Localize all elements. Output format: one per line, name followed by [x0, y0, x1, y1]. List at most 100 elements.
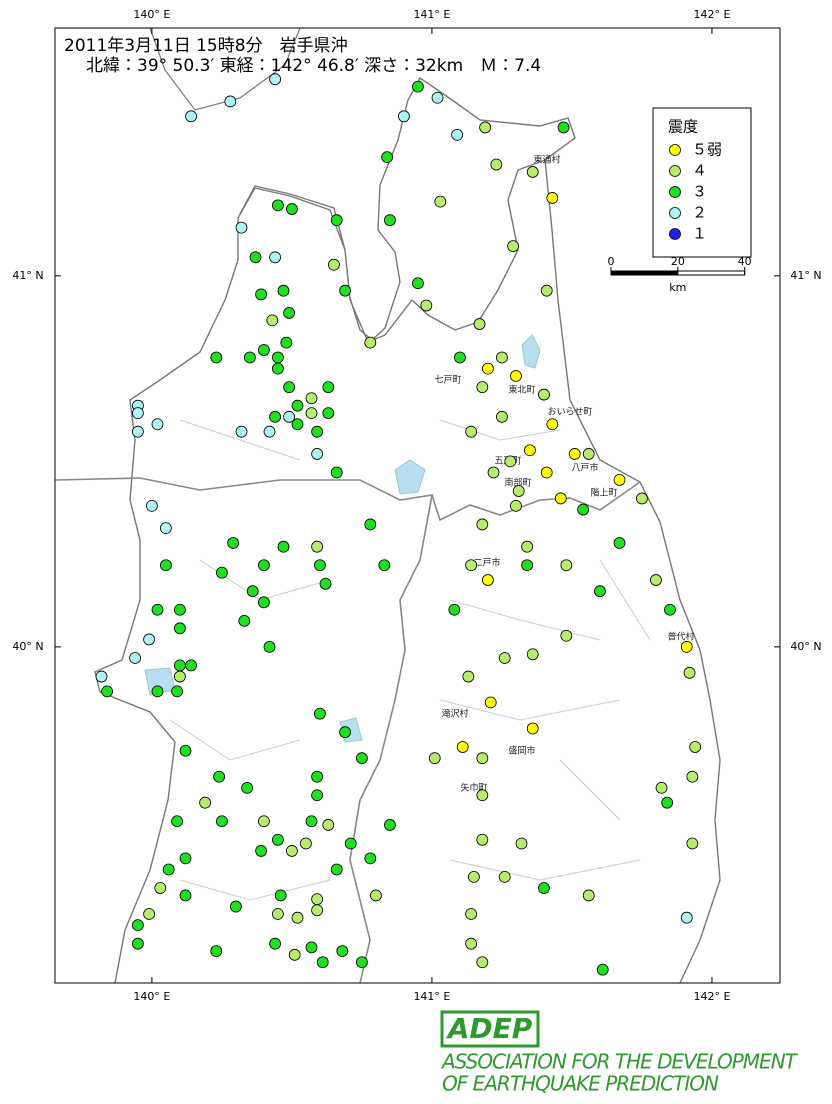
legend-title: 震度: [668, 118, 698, 136]
station: [465, 425, 478, 438]
station: [560, 559, 573, 572]
station: [664, 603, 676, 616]
station: [131, 425, 144, 438]
station: [476, 381, 489, 394]
station: [305, 392, 318, 405]
station: [328, 258, 340, 271]
station: [311, 448, 324, 460]
station: [655, 781, 668, 794]
station: [526, 722, 539, 735]
scale-label: 0: [608, 255, 615, 268]
town-label: 盛岡市: [508, 745, 535, 757]
station: [159, 522, 172, 535]
station: [151, 603, 164, 616]
station: [173, 670, 186, 683]
map-frame: [54, 27, 781, 984]
title-line-2: 北緯：39° 50.3′ 東経：142° 46.8′ 深さ：32km Ｍ：7.4: [86, 56, 541, 76]
station: [582, 448, 595, 460]
station: [131, 407, 144, 420]
station: [305, 815, 318, 828]
lat-label: 40° N: [790, 640, 821, 653]
station: [526, 648, 539, 661]
lon-label: 141° E: [413, 8, 450, 21]
lon-label: 140° E: [133, 990, 170, 1003]
station: [171, 685, 183, 698]
station: [171, 815, 183, 828]
station: [465, 559, 478, 572]
station: [650, 574, 662, 586]
legend-swatch: [669, 144, 681, 156]
station: [330, 214, 343, 227]
station: [162, 863, 175, 876]
station: [554, 492, 567, 505]
station: [159, 559, 172, 572]
lon-label: 142° E: [693, 8, 730, 21]
station: [448, 603, 461, 616]
station: [487, 466, 500, 479]
logo-line-2: OF EARTHQUAKE PREDICTION: [442, 1072, 719, 1096]
station: [210, 351, 223, 364]
station: [143, 633, 155, 646]
station: [557, 121, 570, 134]
station: [179, 852, 192, 865]
station: [154, 882, 167, 894]
station: [258, 559, 270, 572]
scale-bar-fill: [611, 271, 678, 275]
station: [319, 577, 332, 590]
legend: 震度 ５弱 ４ ３ ２ １: [652, 107, 752, 258]
station: [286, 845, 298, 857]
station: [131, 919, 144, 932]
station: [316, 956, 329, 969]
station: [143, 908, 155, 920]
station: [129, 652, 141, 664]
station: [594, 585, 606, 598]
station: [173, 659, 186, 672]
station: [272, 362, 284, 375]
station: [272, 833, 284, 846]
station: [661, 796, 674, 809]
station: [462, 670, 475, 683]
station: [215, 566, 228, 579]
lake: [394, 459, 426, 495]
station: [476, 833, 489, 846]
station: [412, 80, 424, 93]
station: [131, 937, 144, 950]
station: [524, 444, 536, 457]
station: [568, 448, 581, 460]
station: [283, 307, 296, 319]
station: [235, 425, 248, 438]
logo-line-1: ASSOCIATION FOR THE DEVELOPMENT: [440, 1050, 799, 1074]
station: [258, 815, 270, 828]
station: [173, 622, 186, 635]
lat-label: 40° N: [12, 640, 43, 653]
station: [322, 819, 335, 831]
station: [613, 473, 626, 486]
station: [412, 277, 424, 290]
station: [479, 121, 492, 134]
station: [311, 904, 324, 917]
station: [291, 911, 304, 924]
station: [215, 815, 228, 828]
station: [241, 781, 254, 794]
town-label: 普代村: [667, 631, 694, 643]
station: [266, 314, 279, 327]
lon-label: 142° E: [693, 990, 730, 1003]
station: [283, 410, 296, 423]
town-label: 階上町: [590, 488, 617, 499]
station: [482, 362, 494, 375]
station: [269, 73, 282, 86]
scale-label: 20: [671, 255, 685, 268]
town-label: 東北町: [508, 384, 535, 396]
station: [229, 900, 242, 913]
station: [398, 110, 410, 123]
station: [484, 696, 497, 709]
station: [546, 192, 559, 204]
station: [255, 288, 268, 301]
station: [255, 845, 268, 857]
station: [451, 128, 464, 141]
station: [227, 537, 239, 549]
station: [496, 351, 508, 364]
station: [454, 351, 466, 364]
town-label: 八戸市: [571, 462, 598, 474]
